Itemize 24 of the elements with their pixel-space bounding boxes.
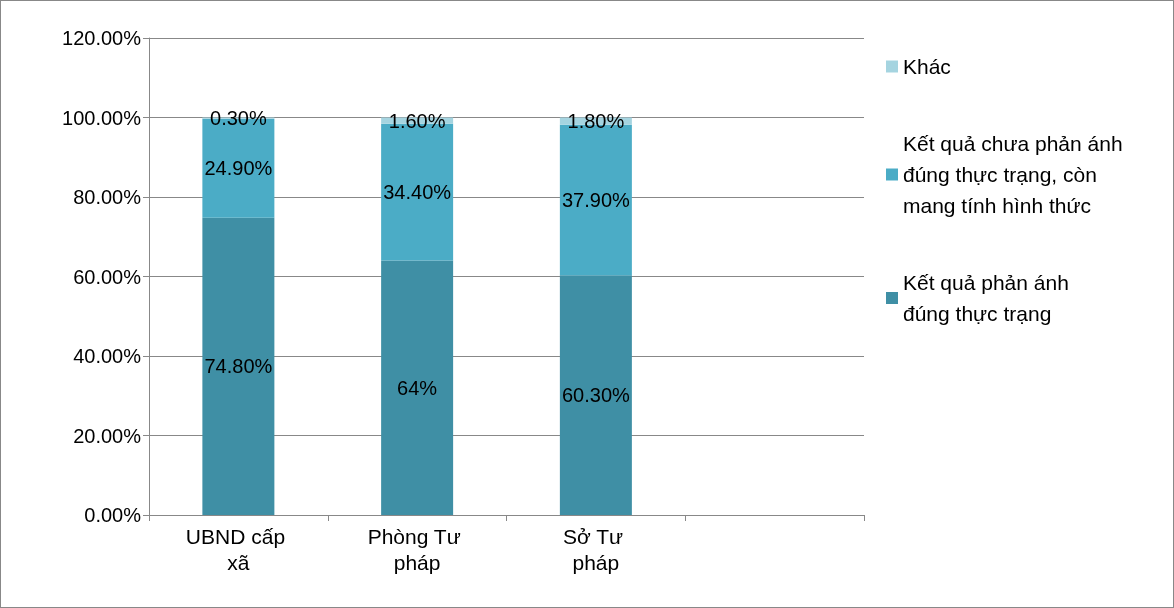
y-tick-label: 80.00% xyxy=(73,186,142,208)
bar xyxy=(381,260,454,515)
bar xyxy=(559,275,632,515)
data-label: 64% xyxy=(397,376,438,399)
x-tick-label: UBND cấp xã xyxy=(185,524,291,574)
data-label: 1.80% xyxy=(567,110,625,133)
x-tick-label: Phòng Tư pháp xyxy=(367,524,467,574)
data-label: 1.60% xyxy=(388,109,446,132)
data-label: 34.40% xyxy=(383,181,452,204)
y-tick-label: 60.00% xyxy=(73,265,142,288)
data-label: 37.90% xyxy=(561,188,630,211)
bar xyxy=(202,217,275,515)
y-tick-label: 0.00% xyxy=(84,504,142,526)
legend-label: Kết quả phản ánh đúng thực trạng xyxy=(903,271,1075,325)
y-tick-label: 120.00% xyxy=(62,27,142,49)
y-tick-label: 20.00% xyxy=(73,424,142,447)
legend-label: Khác xyxy=(903,55,951,78)
x-tick-label: Sở Tư pháp xyxy=(562,524,629,574)
data-label: 74.80% xyxy=(204,355,273,378)
legend-label: Kết quả chưa phản ánh đúng thực trạng, còn mang tính hình thức xyxy=(903,132,1129,217)
y-tick-label: 40.00% xyxy=(73,345,142,367)
data-label: 60.30% xyxy=(561,384,630,407)
data-label: 24.90% xyxy=(204,157,273,180)
y-tick-label: 100.00% xyxy=(62,106,142,129)
